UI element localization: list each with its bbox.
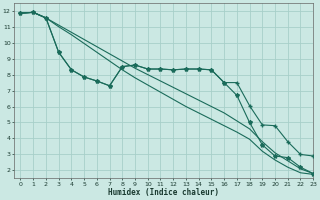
X-axis label: Humidex (Indice chaleur): Humidex (Indice chaleur) xyxy=(108,188,219,197)
